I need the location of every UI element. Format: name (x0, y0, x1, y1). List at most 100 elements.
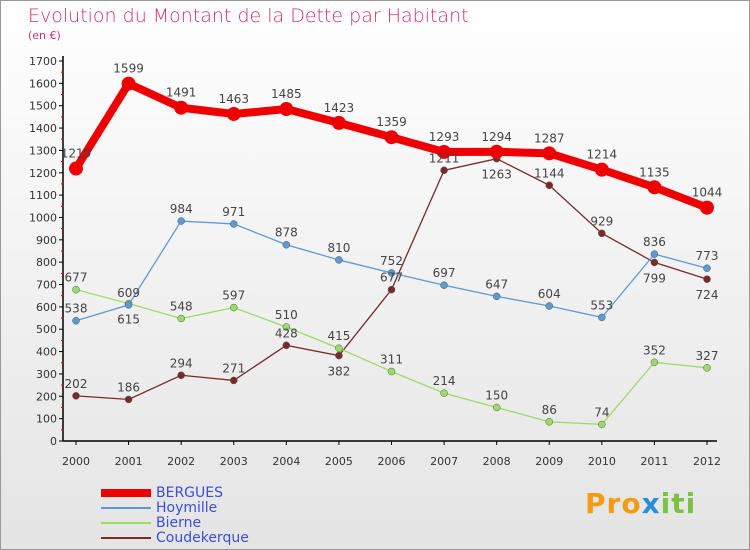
x-tick-label: 2005 (325, 455, 353, 468)
x-tick-label: 2011 (640, 455, 668, 468)
data-point (72, 392, 80, 400)
data-point (335, 344, 343, 352)
data-point (387, 367, 396, 376)
data-label: 836 (643, 235, 666, 249)
data-point (282, 323, 291, 331)
data-point (650, 358, 659, 367)
y-tick-label: 800 (36, 256, 57, 269)
proxiti-logo: Proxiti (585, 487, 697, 520)
y-tick-label: 1600 (29, 77, 57, 90)
y-tick-label: 400 (36, 346, 57, 359)
data-label: 327 (696, 349, 719, 363)
data-label: 971 (222, 205, 245, 219)
legend-label: BERGUES (156, 485, 224, 501)
legend-swatch (101, 522, 151, 524)
data-label: 604 (538, 287, 561, 301)
data-label: 1214 (587, 148, 618, 162)
y-tick-label: 1700 (29, 55, 57, 68)
y-tick-label: 1400 (29, 122, 57, 135)
data-label: 548 (170, 300, 193, 314)
x-tick-label: 2009 (535, 455, 563, 468)
data-point (700, 200, 714, 215)
x-tick-label: 2007 (430, 455, 458, 468)
data-point (177, 371, 185, 380)
data-point (703, 264, 711, 272)
data-label: 294 (170, 356, 193, 370)
data-label: 597 (222, 289, 245, 303)
data-point (703, 275, 711, 283)
y-tick-label: 200 (36, 390, 57, 403)
y-tick-label: 1100 (29, 189, 57, 202)
x-tick-label: 2010 (588, 455, 616, 468)
data-point (492, 292, 501, 301)
data-point (331, 115, 346, 130)
data-point (387, 269, 396, 277)
data-point (177, 314, 185, 323)
data-point (177, 217, 185, 225)
data-point (230, 376, 238, 385)
data-point (594, 162, 609, 177)
data-point (69, 161, 83, 176)
data-point (440, 166, 448, 175)
data-point (492, 403, 501, 412)
data-label: 647 (485, 277, 508, 291)
data-label: 1294 (481, 130, 512, 144)
data-point (440, 389, 448, 397)
data-point (545, 302, 553, 310)
data-point (650, 250, 659, 258)
data-point (124, 301, 133, 309)
y-tick-label: 300 (36, 368, 57, 381)
data-point (282, 240, 291, 249)
data-point (335, 351, 343, 360)
data-label: 1144 (534, 166, 565, 180)
data-label: 1287 (534, 131, 565, 145)
data-point (647, 180, 662, 195)
x-tick-label: 2002 (167, 455, 195, 468)
x-tick-label: 2000 (62, 455, 90, 468)
x-tick-label: 2008 (483, 455, 511, 468)
chart-title: Evolution du Montant de la Dette par Hab… (28, 5, 469, 27)
data-label: 1423 (324, 101, 355, 115)
y-tick-label: 1200 (29, 167, 57, 180)
data-label: 1044 (692, 186, 723, 200)
data-label: 609 (117, 286, 140, 300)
legend-item: Coudekerque (101, 530, 249, 546)
data-point (230, 220, 238, 228)
data-label: 352 (643, 343, 666, 357)
data-label: 1491 (166, 86, 197, 100)
legend-swatch (101, 507, 151, 509)
data-label: 553 (590, 298, 613, 312)
data-label: 271 (222, 361, 245, 375)
data-label: 1463 (218, 92, 249, 106)
legend-swatch (101, 489, 151, 497)
data-point (437, 144, 452, 159)
data-label: 202 (65, 377, 88, 391)
data-label: 428 (275, 326, 298, 340)
data-label: 1293 (429, 130, 460, 144)
data-label: 677 (65, 271, 88, 285)
data-label: 878 (275, 226, 298, 240)
legend-item: BERGUES (101, 485, 223, 501)
y-tick-label: 0 (50, 435, 57, 448)
data-label: 382 (327, 365, 350, 379)
data-label: 311 (380, 352, 403, 366)
y-tick-label: 1000 (29, 211, 57, 224)
y-tick-label: 1500 (29, 100, 57, 113)
data-label: 615 (117, 313, 140, 327)
x-tick-label: 2012 (693, 455, 721, 468)
data-label: 1211 (429, 151, 460, 165)
data-point (387, 285, 396, 294)
y-tick-label: 600 (36, 301, 57, 314)
data-point (230, 303, 238, 312)
data-label: 1263 (481, 168, 512, 182)
data-label: 150 (485, 388, 508, 402)
data-point (440, 281, 448, 289)
data-label: 799 (643, 271, 666, 285)
data-label: 1219 (61, 147, 92, 161)
data-label: 86 (542, 403, 557, 417)
data-point (598, 229, 606, 238)
legend-label: Bierne (156, 515, 202, 531)
data-point (226, 106, 241, 121)
